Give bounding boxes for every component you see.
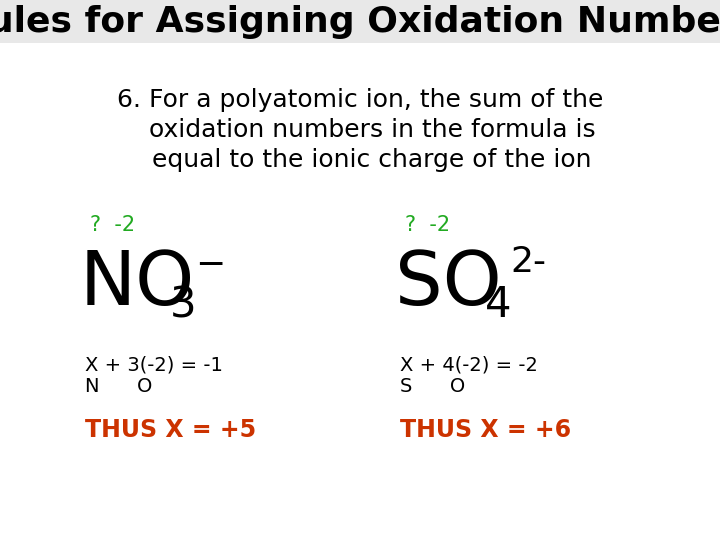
- Text: 6. For a polyatomic ion, the sum of the: 6. For a polyatomic ion, the sum of the: [117, 88, 603, 112]
- Text: ?  -2: ? -2: [405, 215, 450, 235]
- Text: THUS X = +5: THUS X = +5: [85, 418, 256, 442]
- Text: equal to the ionic charge of the ion: equal to the ionic charge of the ion: [128, 148, 592, 172]
- Text: THUS X = +6: THUS X = +6: [400, 418, 571, 442]
- Text: S      O: S O: [400, 377, 465, 396]
- Text: X + 3(-2) = -1: X + 3(-2) = -1: [85, 355, 223, 375]
- Text: −: −: [195, 248, 225, 282]
- Text: SO: SO: [395, 248, 502, 321]
- Text: 3: 3: [170, 284, 197, 326]
- Text: X + 4(-2) = -2: X + 4(-2) = -2: [400, 355, 538, 375]
- Text: ?  -2: ? -2: [90, 215, 135, 235]
- Text: 2-: 2-: [510, 245, 546, 279]
- Text: oxidation numbers in the formula is: oxidation numbers in the formula is: [125, 118, 595, 142]
- Text: NO: NO: [80, 248, 195, 321]
- Text: Rules for Assigning Oxidation Numbers: Rules for Assigning Oxidation Numbers: [0, 5, 720, 39]
- Text: N      O: N O: [85, 377, 153, 396]
- Text: 4: 4: [485, 284, 511, 326]
- Bar: [0, 0, 720, 43]
